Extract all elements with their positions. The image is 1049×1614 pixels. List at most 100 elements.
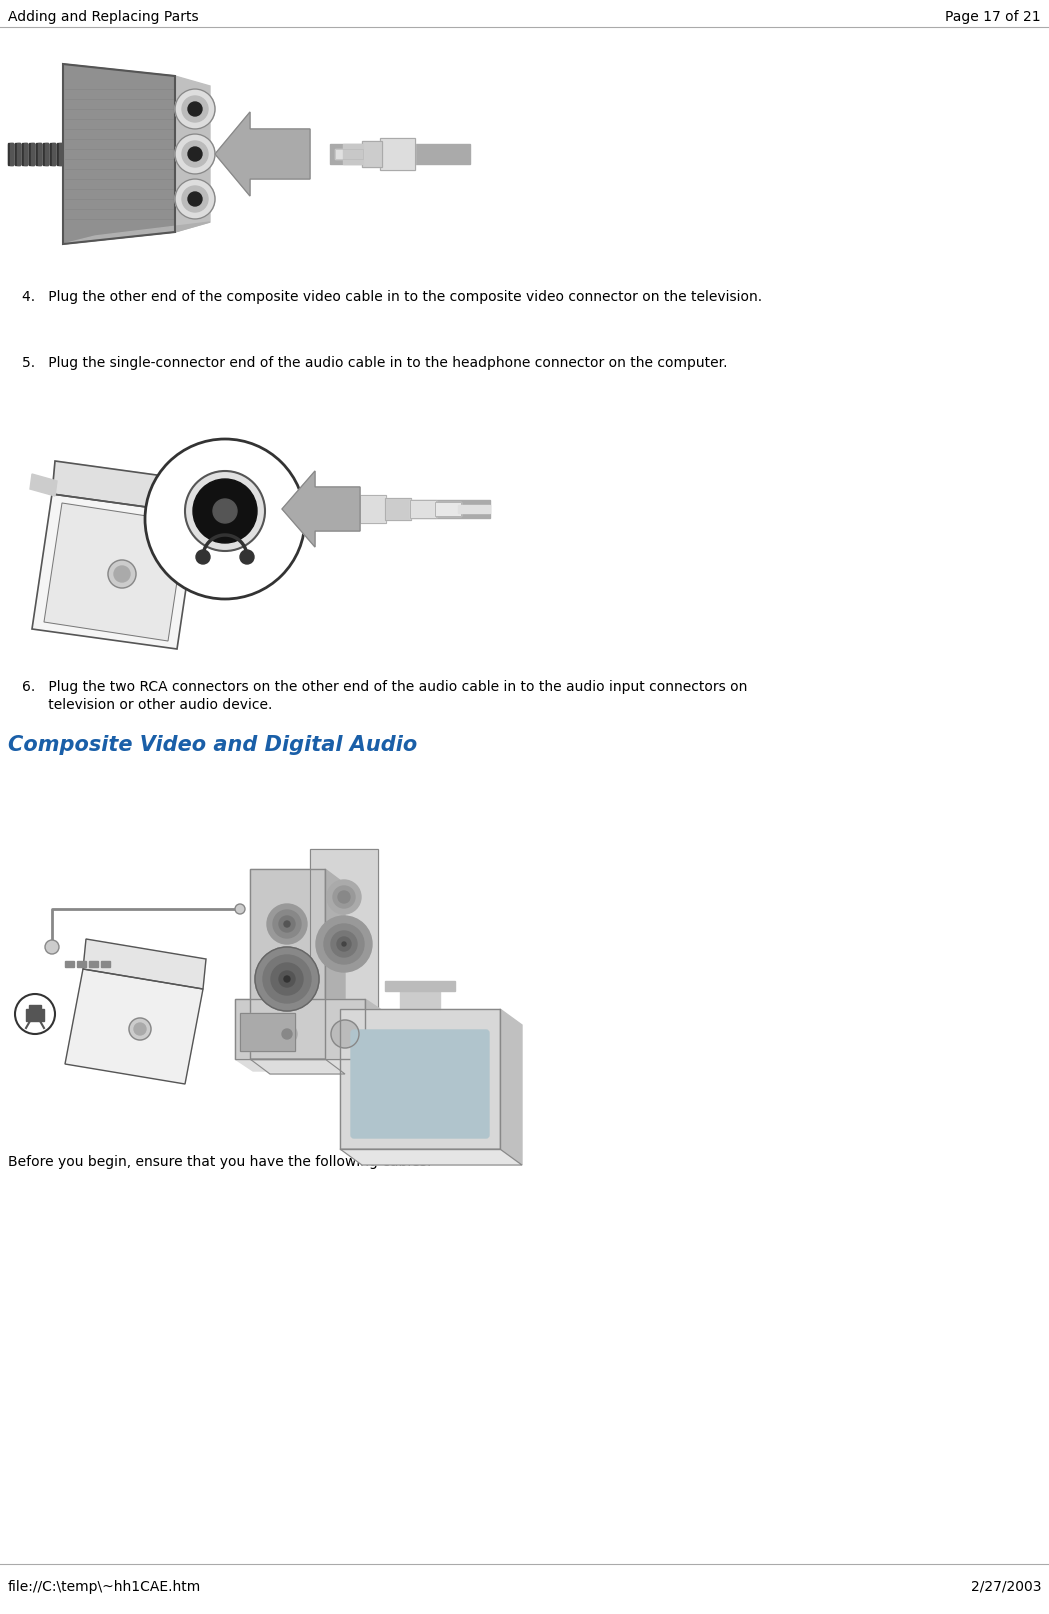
Bar <box>24 144 27 166</box>
Circle shape <box>279 972 295 988</box>
Circle shape <box>338 891 350 904</box>
Circle shape <box>188 103 202 116</box>
Polygon shape <box>175 77 210 232</box>
Bar <box>343 145 363 165</box>
Circle shape <box>337 938 351 951</box>
Circle shape <box>255 947 319 1012</box>
Bar <box>380 139 415 171</box>
Polygon shape <box>63 65 175 245</box>
Text: Composite Video and Digital Audio: Composite Video and Digital Audio <box>8 734 418 754</box>
Text: Adding and Replacing Parts: Adding and Replacing Parts <box>8 10 198 24</box>
Bar <box>385 499 411 521</box>
Polygon shape <box>235 1059 383 1072</box>
Bar <box>360 495 386 523</box>
Circle shape <box>185 471 265 552</box>
Text: Before you begin, ensure that you have the following cables:: Before you begin, ensure that you have t… <box>8 1154 431 1169</box>
Bar <box>10 144 13 166</box>
Bar <box>385 981 455 991</box>
Bar <box>52 144 55 166</box>
Circle shape <box>114 567 130 583</box>
Polygon shape <box>282 471 360 547</box>
Bar <box>22 144 27 166</box>
Bar <box>50 144 55 166</box>
Bar <box>360 495 386 523</box>
Circle shape <box>45 941 59 954</box>
Bar <box>43 144 48 166</box>
Circle shape <box>181 187 208 213</box>
Bar <box>330 145 470 165</box>
Circle shape <box>196 550 210 565</box>
Bar <box>38 144 41 166</box>
Circle shape <box>213 500 237 523</box>
Polygon shape <box>250 870 325 1059</box>
Bar <box>45 144 48 166</box>
Circle shape <box>240 550 254 565</box>
Text: television or other audio device.: television or other audio device. <box>22 697 273 712</box>
Bar <box>29 1006 41 1009</box>
Bar <box>89 962 98 967</box>
Bar <box>15 144 20 166</box>
Bar <box>400 991 440 1009</box>
FancyBboxPatch shape <box>351 1030 489 1138</box>
Polygon shape <box>215 113 311 197</box>
Polygon shape <box>83 939 206 989</box>
Circle shape <box>175 179 215 220</box>
Circle shape <box>331 931 357 957</box>
Polygon shape <box>44 504 186 642</box>
Circle shape <box>333 886 355 909</box>
Polygon shape <box>311 849 378 1025</box>
Circle shape <box>267 904 307 944</box>
Bar <box>385 499 411 521</box>
Bar <box>36 144 41 166</box>
Polygon shape <box>340 1009 500 1149</box>
Circle shape <box>15 994 55 1035</box>
Bar <box>77 962 86 967</box>
Circle shape <box>282 1030 292 1039</box>
Polygon shape <box>235 999 365 1059</box>
Bar <box>362 142 382 168</box>
Polygon shape <box>33 495 197 649</box>
Bar <box>240 1014 295 1051</box>
Bar <box>335 150 363 160</box>
Bar <box>435 502 461 516</box>
Bar <box>17 144 20 166</box>
Polygon shape <box>52 462 200 515</box>
Polygon shape <box>500 1009 522 1165</box>
Circle shape <box>175 136 215 174</box>
Bar <box>57 144 62 166</box>
Bar <box>8 145 63 165</box>
Circle shape <box>108 560 136 589</box>
Polygon shape <box>63 223 210 245</box>
Bar <box>362 142 382 168</box>
Text: file://C:\temp\~hh1CAE.htm: file://C:\temp\~hh1CAE.htm <box>8 1578 201 1593</box>
Circle shape <box>279 917 295 933</box>
Polygon shape <box>340 1149 522 1165</box>
Circle shape <box>331 1020 359 1049</box>
Circle shape <box>277 1025 297 1044</box>
Circle shape <box>342 943 346 946</box>
Circle shape <box>263 955 311 1004</box>
Bar <box>8 144 13 166</box>
Bar <box>29 144 34 166</box>
Circle shape <box>181 142 208 168</box>
Text: 5.   Plug the single-connector end of the audio cable in to the headphone connec: 5. Plug the single-connector end of the … <box>22 355 728 370</box>
Circle shape <box>188 194 202 207</box>
Polygon shape <box>65 970 204 1085</box>
Bar <box>31 144 34 166</box>
Bar <box>65 962 74 967</box>
Text: 6.   Plug the two RCA connectors on the other end of the audio cable in to the a: 6. Plug the two RCA connectors on the ot… <box>22 679 747 694</box>
Polygon shape <box>250 1059 345 1075</box>
Bar <box>26 1009 44 1022</box>
Circle shape <box>273 910 301 938</box>
Bar <box>240 1014 295 1051</box>
Bar <box>380 139 415 171</box>
Circle shape <box>284 922 290 928</box>
Circle shape <box>134 1023 146 1035</box>
Circle shape <box>324 925 364 965</box>
Circle shape <box>181 97 208 123</box>
Circle shape <box>193 479 257 544</box>
Circle shape <box>129 1018 151 1041</box>
Bar <box>335 150 363 160</box>
Circle shape <box>145 439 305 600</box>
Circle shape <box>271 964 303 996</box>
